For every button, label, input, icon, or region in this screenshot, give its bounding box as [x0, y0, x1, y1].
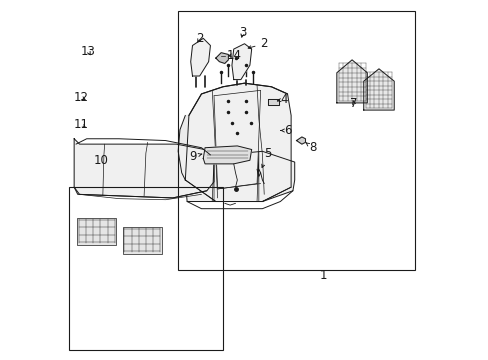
- Text: 2: 2: [247, 37, 267, 50]
- Text: 5: 5: [261, 147, 271, 167]
- Text: 14: 14: [226, 49, 241, 62]
- Text: 9: 9: [188, 150, 202, 163]
- Text: 10: 10: [93, 154, 108, 167]
- Polygon shape: [185, 83, 290, 202]
- Polygon shape: [215, 53, 228, 63]
- Bar: [178, 12, 414, 270]
- Polygon shape: [203, 146, 251, 164]
- Polygon shape: [185, 151, 294, 202]
- Polygon shape: [231, 44, 251, 80]
- Text: 2: 2: [196, 32, 203, 45]
- Polygon shape: [296, 137, 305, 144]
- Text: 8: 8: [305, 141, 316, 154]
- Bar: [69, 187, 223, 350]
- Text: 11: 11: [73, 118, 88, 131]
- Polygon shape: [178, 116, 188, 180]
- Bar: [77, 218, 116, 244]
- Text: 7: 7: [349, 97, 357, 110]
- Text: 12: 12: [73, 91, 88, 104]
- Text: 3: 3: [239, 27, 246, 40]
- Polygon shape: [363, 69, 393, 110]
- Polygon shape: [336, 60, 366, 103]
- Bar: [122, 226, 162, 253]
- Text: 4: 4: [277, 93, 287, 106]
- Text: 6: 6: [280, 124, 291, 137]
- Polygon shape: [74, 139, 214, 198]
- Text: 1: 1: [319, 269, 326, 282]
- Polygon shape: [267, 99, 278, 105]
- Text: 13: 13: [81, 45, 96, 58]
- Polygon shape: [190, 39, 210, 76]
